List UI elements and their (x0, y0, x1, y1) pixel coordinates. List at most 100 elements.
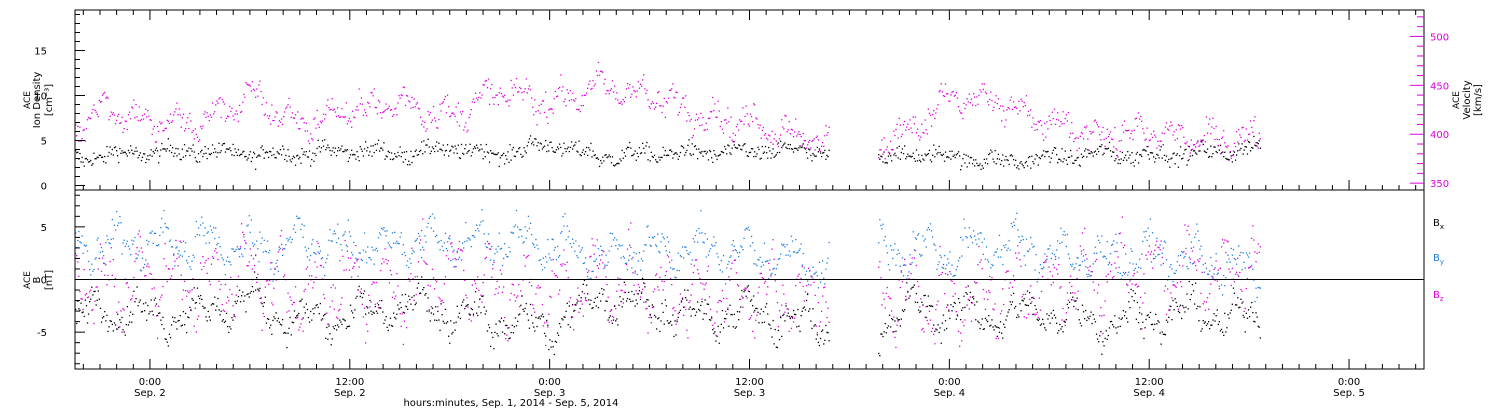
by-point (933, 243, 935, 245)
bz-point (1179, 281, 1182, 283)
by-point (1016, 212, 1018, 214)
by-point (712, 245, 714, 247)
bz-point (265, 280, 268, 282)
bz-point (547, 326, 549, 328)
bx-point (539, 318, 541, 320)
by-point (609, 232, 611, 234)
bz-point (345, 269, 347, 271)
by-point (629, 255, 631, 257)
bz-point (1025, 317, 1028, 319)
bx-point (622, 298, 624, 300)
velocity-point (816, 135, 818, 137)
density-point (1092, 155, 1094, 157)
by-point (224, 274, 227, 276)
density-point (375, 149, 378, 151)
bz-point (569, 297, 572, 299)
velocity-point (528, 85, 531, 87)
bz-point (673, 306, 675, 309)
density-point (1161, 157, 1163, 159)
velocity-point (493, 103, 495, 105)
velocity-point (462, 110, 464, 113)
velocity-point (919, 139, 921, 141)
velocity-point (186, 121, 188, 124)
density-point (1061, 148, 1063, 150)
velocity-point (1072, 132, 1074, 134)
density-point (938, 145, 940, 148)
velocity-point (275, 111, 277, 113)
bz-point (567, 276, 569, 279)
velocity-point (1015, 106, 1017, 108)
density-point (1170, 158, 1172, 160)
bx-point (504, 333, 506, 335)
density-point (1054, 147, 1057, 149)
density-point (513, 155, 515, 157)
velocity-point (361, 103, 363, 105)
velocity-point (548, 109, 550, 111)
density-point (175, 147, 177, 150)
density-point (1202, 143, 1204, 146)
by-point (325, 261, 327, 264)
density-point (666, 154, 669, 156)
density-point (120, 152, 122, 154)
bx-point (320, 319, 323, 321)
bz-point (127, 286, 130, 289)
bz-point (119, 326, 121, 328)
by-point (1205, 267, 1208, 269)
by-point (495, 248, 497, 250)
density-point (230, 150, 232, 152)
velocity-point (726, 122, 728, 124)
by-point (890, 245, 892, 247)
by-point (410, 262, 412, 264)
velocity-point (503, 96, 505, 98)
by-point (85, 244, 88, 247)
bz-point (349, 257, 352, 259)
density-point (443, 154, 445, 156)
density-point (223, 142, 226, 145)
bz-point (899, 286, 901, 289)
by-point (177, 253, 179, 255)
bx-point (179, 315, 181, 317)
density-point (283, 148, 285, 150)
velocity-point (343, 116, 345, 119)
bz-point (727, 307, 729, 309)
bz-point (410, 273, 412, 275)
density-point (299, 156, 301, 158)
bz-point (1118, 233, 1120, 235)
bx-point (328, 325, 330, 327)
velocity-point (210, 116, 213, 118)
velocity-point (1082, 138, 1085, 140)
bz-point (507, 340, 509, 342)
bz-point (827, 307, 829, 309)
by-point (973, 230, 975, 232)
by-point (147, 243, 149, 245)
velocity-point (499, 87, 501, 89)
by-point (432, 230, 435, 232)
by-point (1241, 269, 1243, 271)
bz-point (607, 296, 609, 298)
density-point (1118, 159, 1120, 161)
density-point (547, 144, 549, 146)
density-point (396, 156, 398, 158)
bz-point (1060, 286, 1062, 288)
by-point (420, 249, 422, 251)
density-point (1016, 167, 1018, 169)
by-point (1077, 257, 1079, 259)
bz-point (92, 309, 94, 311)
bz-point (339, 308, 341, 311)
velocity-point (533, 114, 535, 116)
bz-point (1136, 286, 1139, 288)
by-point (708, 250, 711, 252)
by-point (1089, 275, 1091, 277)
density-point (715, 155, 717, 157)
density-point (679, 151, 682, 154)
density-point (694, 145, 697, 147)
bz-point (244, 240, 246, 242)
by-point (932, 236, 934, 238)
velocity-point (466, 131, 468, 133)
by-point (249, 231, 251, 234)
density-point (393, 158, 395, 160)
density-point (921, 154, 923, 157)
bz-point (1172, 284, 1174, 286)
bx-point (409, 298, 411, 301)
velocity-point (255, 96, 257, 98)
